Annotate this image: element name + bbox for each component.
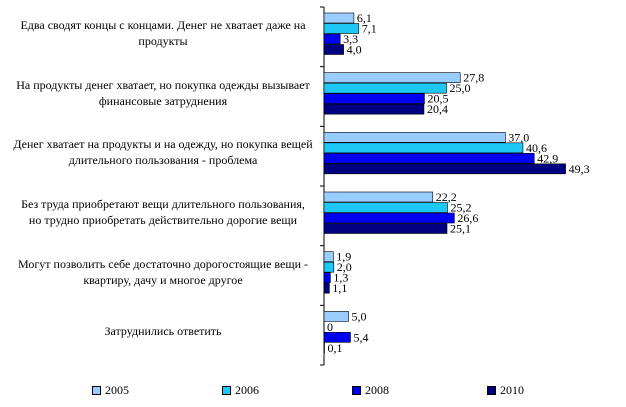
bar-2008 [323, 272, 331, 283]
bar-2010 [323, 223, 448, 234]
bar-2006 [323, 23, 360, 34]
bar-2008 [323, 332, 351, 343]
bar-2005 [323, 132, 506, 143]
bar-2010 [323, 103, 425, 115]
bar-2005 [323, 72, 461, 83]
data-label: 3,3 [343, 32, 358, 46]
data-label: 40,6 [526, 141, 547, 155]
data-label: 25,2 [450, 201, 471, 215]
legend-label: 2008 [365, 383, 389, 397]
data-label: 7,1 [362, 22, 377, 36]
legend-swatch [92, 386, 101, 395]
legend-item-2006: 2006 [222, 383, 259, 398]
bar-2005 [323, 12, 355, 24]
data-label: 2,0 [337, 260, 352, 274]
bar-2005 [323, 251, 334, 262]
category-label: Затруднились ответить [8, 323, 318, 339]
legend-swatch [352, 386, 361, 395]
bar-2008 [323, 153, 535, 164]
bar-2005 [323, 311, 349, 322]
legend-item-2010: 2010 [487, 383, 524, 398]
data-label: 25,1 [450, 222, 471, 236]
category-label-line: Без труда приобретают вещи длительного п… [21, 196, 305, 211]
category-label-line: Могут позволить себе достаточно дорогост… [18, 256, 308, 271]
data-label: 49,3 [569, 162, 590, 176]
bar-2006 [323, 202, 448, 213]
data-label: 37,0 [508, 130, 529, 144]
data-label: 27,8 [463, 71, 484, 85]
legend-label: 2010 [500, 383, 524, 397]
data-label: 42,9 [537, 151, 558, 165]
legend-label: 2006 [235, 383, 259, 397]
data-label: 5,4 [353, 330, 368, 344]
category-label: Без труда приобретают вещи длительного п… [8, 196, 318, 228]
bar-2010 [323, 44, 344, 55]
category-label-line: На продукты денег хватает, но покупка од… [16, 77, 310, 92]
data-label: 20,4 [427, 102, 448, 116]
data-label: 6,1 [357, 11, 372, 25]
category-label-line: Денег хватает на продукты и на одежду, н… [13, 137, 313, 152]
data-label: 25,0 [450, 81, 471, 95]
category-label-line: финансовые затруднения [98, 93, 228, 108]
bar-2006 [323, 82, 447, 94]
bar-2006 [323, 261, 335, 273]
bar-2008 [323, 93, 425, 104]
data-label: 26,6 [457, 211, 478, 225]
legend-item-2008: 2008 [352, 383, 389, 398]
category-label-line: но трудно приобретать действительно доро… [28, 212, 298, 227]
data-label: 4,0 [347, 43, 362, 57]
bar-2010 [323, 282, 330, 294]
data-label: 22,2 [436, 190, 457, 204]
bar-2006 [323, 142, 524, 154]
data-label: 1,1 [332, 281, 347, 295]
legend-item-2005: 2005 [92, 383, 129, 398]
legend-label: 2005 [105, 383, 129, 397]
data-label: 1,9 [336, 250, 351, 264]
data-label: 0 [327, 320, 333, 334]
category-label: Могут позволить себе достаточно дорогост… [8, 256, 318, 288]
bar-2005 [323, 191, 434, 203]
data-label: 0,1 [327, 341, 342, 355]
category-label-line: Едва сводят концы с концами. Денег не хв… [20, 17, 306, 32]
bar-2008 [323, 212, 455, 224]
bar-2010 [323, 163, 566, 175]
data-label: 1,3 [333, 271, 348, 285]
legend-swatch [222, 386, 231, 395]
category-label: Едва сводят концы с концами. Денег не хв… [8, 17, 318, 49]
category-label: На продукты денег хватает, но покупка од… [8, 77, 318, 109]
data-label: 5,0 [352, 309, 367, 323]
data-label: 20,5 [427, 92, 448, 106]
category-label-line: квартиру, дачу и многое другое [83, 272, 243, 287]
bar-2008 [323, 33, 341, 45]
category-label: Денег хватает на продукты и на одежду, н… [8, 136, 318, 168]
category-label-line: продукты [138, 33, 188, 48]
category-label-line: Затруднились ответить [104, 324, 222, 339]
legend-swatch [487, 386, 496, 395]
category-label-line: длительного пользования - проблема [68, 153, 258, 168]
